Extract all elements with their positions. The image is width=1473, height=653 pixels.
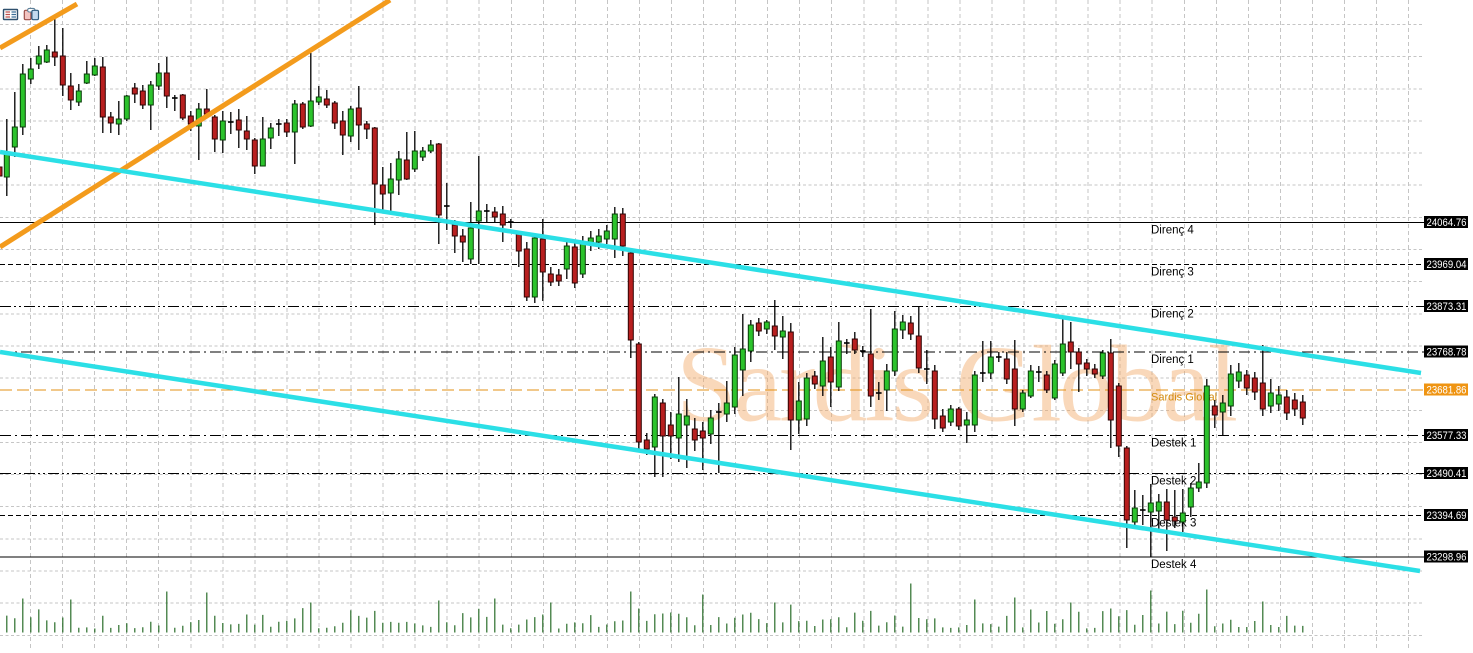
svg-text:Sardis Global: Sardis Global	[1151, 392, 1217, 404]
svg-text:23768.78: 23768.78	[1427, 347, 1467, 359]
svg-text:Destek 2: Destek 2	[1151, 476, 1196, 488]
svg-text:23490.41: 23490.41	[1427, 468, 1467, 480]
svg-text:23681.86: 23681.86	[1427, 385, 1467, 397]
svg-text:23577.33: 23577.33	[1427, 430, 1467, 442]
svg-text:23394.69: 23394.69	[1427, 510, 1467, 522]
svg-text:23298.96: 23298.96	[1427, 552, 1467, 564]
svg-text:Direnç 2: Direnç 2	[1151, 309, 1194, 321]
svg-text:Direnç 3: Direnç 3	[1151, 267, 1194, 279]
svg-text:Destek 4: Destek 4	[1151, 559, 1197, 571]
svg-text:23873.31: 23873.31	[1427, 301, 1467, 313]
svg-text:24064.76: 24064.76	[1427, 217, 1467, 229]
svg-text:23969.04: 23969.04	[1427, 259, 1467, 271]
svg-text:Destek 1: Destek 1	[1151, 438, 1196, 450]
svg-text:Direnç 4: Direnç 4	[1151, 225, 1194, 237]
svg-text:Direnç 1: Direnç 1	[1151, 354, 1194, 366]
